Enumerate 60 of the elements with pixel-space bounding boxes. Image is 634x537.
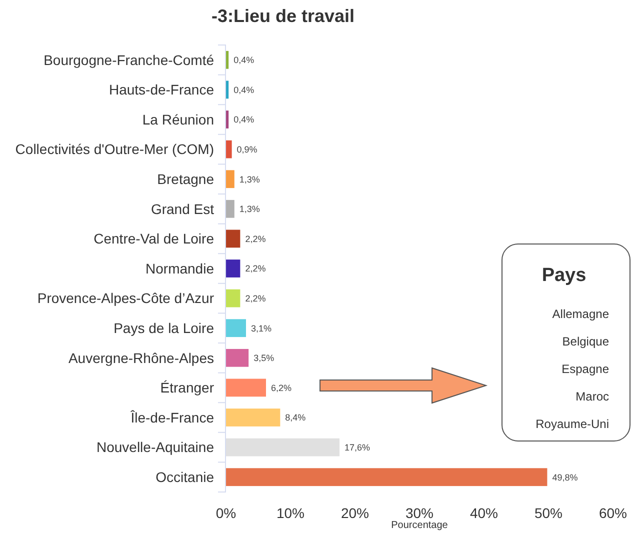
y-tick-label: Bourgogne-Franche-Comté xyxy=(44,52,214,68)
y-tick-label: Île-de-France xyxy=(130,409,214,426)
y-tick-label: Normandie xyxy=(146,260,214,276)
y-tick-label: Pays de la Loire xyxy=(114,320,214,336)
bar xyxy=(226,289,240,308)
x-tick-label: 50% xyxy=(534,505,563,521)
y-tick-label: Grand Est xyxy=(150,200,214,217)
bar xyxy=(226,319,246,338)
bar xyxy=(226,438,340,456)
bar xyxy=(226,200,234,218)
data-label: 1,3% xyxy=(239,204,260,214)
bar xyxy=(226,260,240,278)
y-tick-label: Étranger xyxy=(160,380,214,396)
data-label: 2,2% xyxy=(245,234,266,244)
annotation: Maroc xyxy=(576,390,609,404)
x-tick-label: 30% xyxy=(405,505,434,521)
annotation: Espagne xyxy=(562,362,610,376)
data-label: 2,2% xyxy=(245,264,266,274)
y-tick-label: Occitanie xyxy=(156,469,214,485)
bar xyxy=(226,408,280,426)
data-label: 3,1% xyxy=(250,323,272,334)
x-tick-label: 0% xyxy=(216,505,236,521)
y-tick-label: Nouvelle-Aquitaine xyxy=(96,439,214,456)
data-label: 0,4% xyxy=(234,84,254,95)
bar xyxy=(226,50,229,69)
y-tick-label: Centre-Val de Loire xyxy=(94,230,214,247)
bar xyxy=(226,140,232,158)
x-tick-label: 40% xyxy=(470,505,498,521)
data-label: 17,6% xyxy=(344,442,370,452)
x-tick-label: 60% xyxy=(598,505,628,521)
y-tick-label: Provence-Alpes-Côte d’Azur xyxy=(37,290,214,306)
annotation: Pays xyxy=(542,265,586,286)
y-tick-label: Bretagne xyxy=(157,171,214,187)
y-tick-label: La Réunion xyxy=(142,111,214,128)
data-label: 3,5% xyxy=(254,353,274,364)
bar xyxy=(226,230,240,248)
data-label: 8,4% xyxy=(285,412,306,423)
annotation: Allemagne xyxy=(552,307,610,321)
bar xyxy=(226,80,229,99)
bar xyxy=(226,468,548,486)
x-axis-title: Pourcentage xyxy=(391,520,448,531)
y-tick-label: Hauts-de-France xyxy=(108,82,214,98)
data-label: 0,9% xyxy=(236,144,258,154)
bar xyxy=(226,110,229,128)
data-label: 1,3% xyxy=(239,174,260,184)
x-tick-label: 10% xyxy=(276,505,305,521)
y-tick-label: Auvergne-Rhône-Alpes xyxy=(68,350,214,366)
data-label: 6,2% xyxy=(270,382,292,393)
chart-title: -3:Lieu de travail xyxy=(211,6,355,26)
x-tick-label: 20% xyxy=(340,505,370,521)
data-label: 2,2% xyxy=(245,293,266,304)
data-label: 49,8% xyxy=(552,472,578,482)
annotation: Belgique xyxy=(562,334,610,348)
bar xyxy=(226,170,234,188)
annotation: Royaume-Uni xyxy=(536,417,609,431)
bar xyxy=(226,378,266,397)
y-tick-label: Collectivités d'Outre-Mer (COM) xyxy=(15,141,214,158)
data-label: 0,4% xyxy=(234,114,254,125)
bar xyxy=(226,348,249,367)
data-label: 0,4% xyxy=(234,55,254,66)
